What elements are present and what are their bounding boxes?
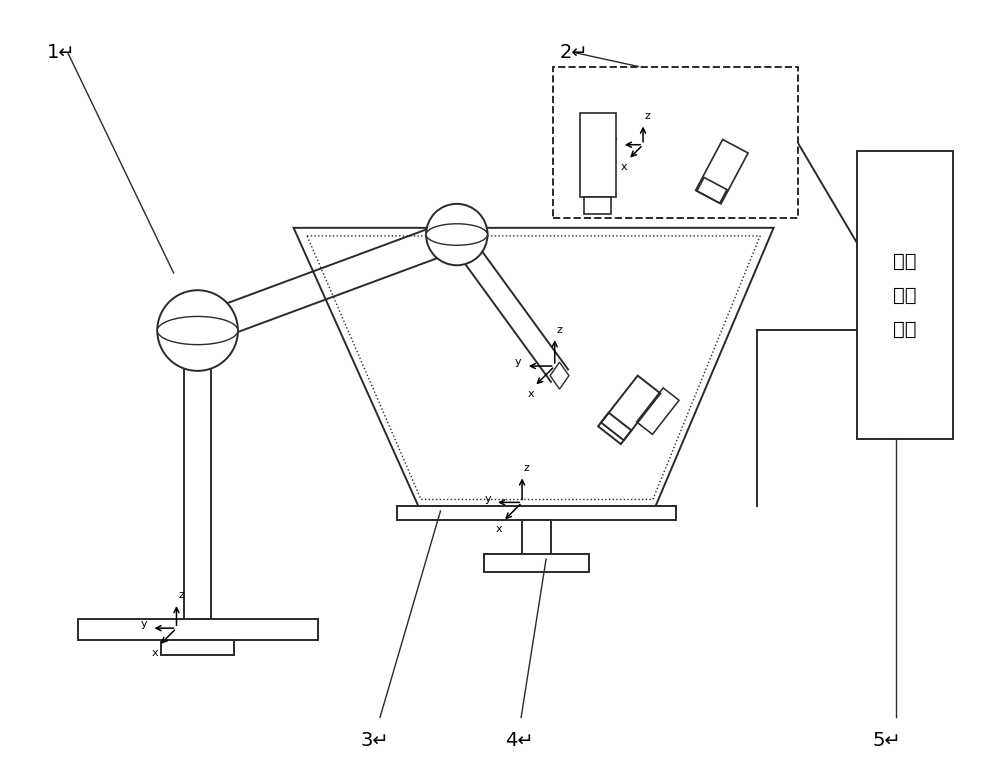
Text: 5↵: 5↵ [872, 731, 901, 750]
Text: y: y [515, 357, 522, 367]
Text: 1↵: 1↵ [47, 42, 76, 62]
Bar [553, 67, 798, 218]
Text: y: y [611, 136, 618, 146]
Ellipse shape [184, 320, 211, 341]
Text: 3↵: 3↵ [361, 731, 390, 750]
Text: y: y [484, 493, 491, 503]
Text: z: z [524, 463, 530, 473]
Circle shape [157, 290, 238, 371]
Bar [580, 113, 616, 197]
Text: z: z [557, 325, 562, 334]
Text: x: x [496, 524, 503, 534]
Text: x: x [152, 648, 158, 659]
Text: 4↵: 4↵ [505, 731, 534, 750]
Bar [484, 554, 589, 572]
Bar [161, 640, 234, 655]
Circle shape [426, 204, 488, 265]
Text: y: y [141, 619, 147, 630]
Bar [78, 619, 318, 640]
Bar [857, 151, 953, 439]
Text: 离线
控制
系统: 离线 控制 系统 [893, 251, 917, 338]
Text: x: x [621, 162, 628, 172]
Text: x: x [527, 389, 534, 399]
Bar [522, 520, 551, 554]
Text: z: z [645, 111, 651, 121]
Ellipse shape [426, 224, 488, 245]
Text: z: z [178, 590, 184, 601]
Bar [184, 330, 211, 619]
Text: 2↵: 2↵ [560, 42, 588, 62]
Bar [584, 197, 611, 215]
Bar [397, 507, 676, 520]
Ellipse shape [157, 316, 238, 345]
